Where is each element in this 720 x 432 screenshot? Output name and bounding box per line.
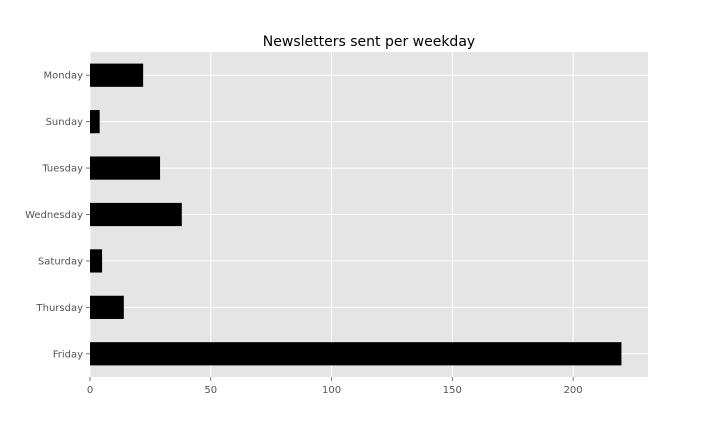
- x-tick-label: 50: [204, 385, 217, 396]
- bar-saturday: [90, 249, 103, 273]
- y-tick-label-tuesday: Tuesday: [41, 164, 83, 175]
- y-tick-label-wednesday: Wednesday: [25, 210, 83, 221]
- y-tick-label-sunday: Sunday: [46, 117, 83, 128]
- grid-lines: [89, 52, 648, 377]
- bar-wednesday: [90, 202, 182, 227]
- bar-tuesday: [90, 156, 161, 180]
- y-tick-label-monday: Monday: [44, 71, 84, 82]
- x-tick-label: 150: [443, 385, 462, 396]
- bar-sunday: [90, 110, 100, 134]
- y-tick-label-saturday: Saturday: [38, 256, 83, 267]
- x-tick-label: 0: [87, 385, 93, 396]
- y-tick-label-friday: Friday: [53, 349, 83, 360]
- x-tick-label: 100: [322, 385, 341, 396]
- x-tick-label: 200: [564, 385, 583, 396]
- y-axis-ticks: Monday Sunday Tuesday Wednesday Saturday Thur…: [25, 71, 90, 360]
- bar-friday: [90, 342, 622, 366]
- bars: [90, 63, 622, 366]
- chart-title: Newsletters sent per weekday: [263, 34, 475, 50]
- bar-monday: [90, 63, 144, 87]
- y-tick-label-thursday: Thursday: [36, 303, 84, 314]
- x-axis-ticks: 0 50 100 150 200: [87, 377, 583, 396]
- bar-thursday: [90, 295, 124, 319]
